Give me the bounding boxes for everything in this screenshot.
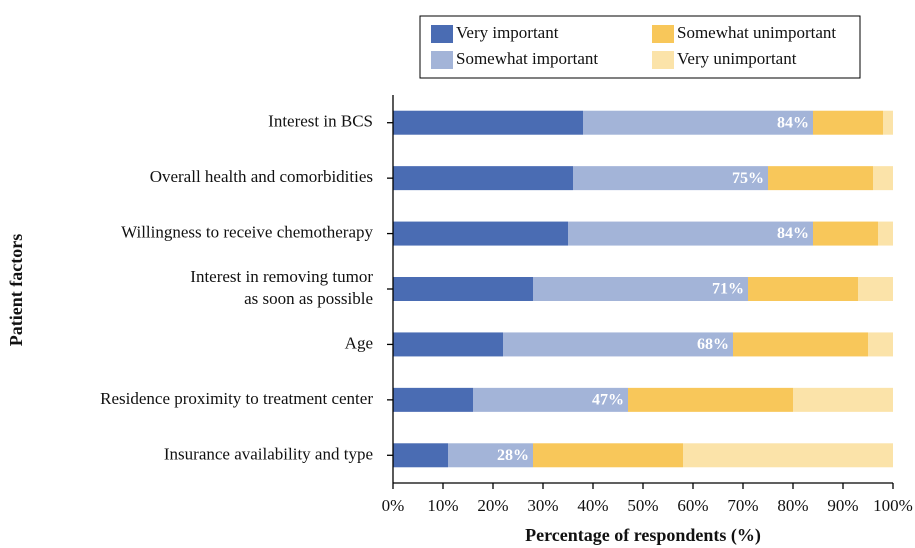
legend-label: Very unimportant (677, 49, 797, 68)
bar-segment (628, 387, 793, 412)
bar-segment (748, 277, 858, 301)
x-tick-label: 20% (477, 496, 508, 515)
legend-swatch (431, 51, 453, 69)
total-label: 68% (697, 336, 729, 353)
legend-label: Somewhat important (456, 49, 598, 68)
bar-segment (813, 221, 878, 246)
total-label: 71% (712, 281, 744, 298)
y-tick-label: Willingness to receive chemotherapy (121, 222, 373, 241)
x-tick-label: 70% (727, 496, 758, 515)
legend-swatch (652, 51, 674, 69)
legend-label: Somewhat unimportant (677, 23, 836, 42)
bar-segment (868, 332, 893, 357)
bar-segment (393, 332, 503, 357)
x-tick-label: 10% (427, 496, 458, 515)
x-tick-label: 100% (873, 496, 913, 515)
bar-segment (573, 166, 768, 191)
legend-swatch (431, 25, 453, 43)
bar-segment (733, 332, 868, 357)
bar-segment (533, 277, 748, 301)
bar-segment (583, 110, 813, 135)
bar-segment (858, 277, 893, 301)
bar-segment (873, 166, 893, 191)
bar-segment (683, 443, 893, 468)
total-label: 84% (777, 114, 809, 131)
x-tick-label: 0% (382, 496, 405, 515)
bar-segment (393, 221, 568, 246)
total-label: 75% (732, 170, 764, 187)
legend-box (419, 15, 861, 79)
x-tick-label: 40% (577, 496, 608, 515)
bar-segment (473, 387, 628, 412)
bar-segment (503, 332, 733, 357)
bar-segment (393, 110, 583, 135)
total-label: 47% (592, 392, 624, 409)
bar-segment (393, 166, 573, 191)
bar-segment (393, 387, 473, 412)
bar-segment (448, 443, 533, 468)
bar-segment (793, 387, 893, 412)
bar-segment (813, 110, 883, 135)
x-tick-label: 80% (777, 496, 808, 515)
y-tick-label: Residence proximity to treatment center (100, 389, 373, 408)
bar-segment (568, 221, 813, 246)
bar-segment (878, 221, 893, 246)
y-tick-label: Overall health and comorbidities (150, 167, 373, 186)
legend-swatch (652, 25, 674, 43)
bar-segment (533, 443, 683, 468)
bar-segment (768, 166, 873, 191)
x-tick-label: 50% (627, 496, 658, 515)
y-tick-label: Insurance availability and type (164, 444, 373, 463)
bar-segment (883, 110, 893, 135)
x-axis-title: Percentage of respondents (%) (525, 525, 761, 546)
y-tick-label: Age (345, 333, 373, 352)
bar-segment (393, 443, 448, 468)
bar-segment (393, 277, 533, 301)
x-tick-label: 30% (527, 496, 558, 515)
y-tick-label: Interest in removing tumor as soon as pos… (190, 267, 373, 308)
y-tick-label: Interest in BCS (268, 112, 373, 131)
total-label: 84% (777, 225, 809, 242)
total-label: 28% (497, 447, 529, 464)
y-axis-title: Patient factors (6, 234, 26, 346)
legend-label: Very important (456, 23, 559, 42)
x-tick-label: 60% (677, 496, 708, 515)
x-tick-label: 90% (827, 496, 858, 515)
